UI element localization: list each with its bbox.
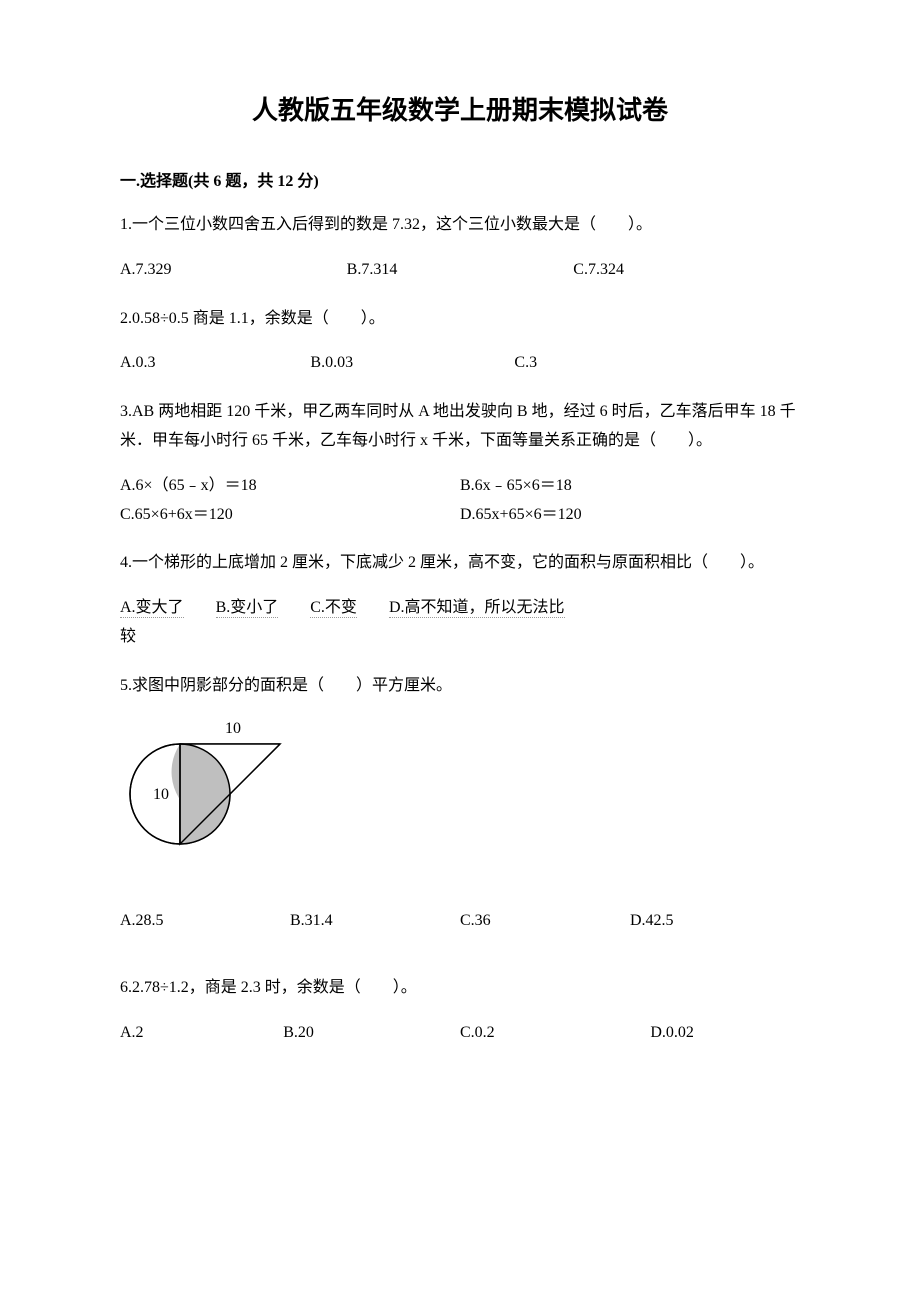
option-c: C.7.324 [573,256,800,285]
question-options: A.2 B.20 C.0.2 D.0.02 [120,1019,800,1048]
option-d: D.0.02 [650,1019,800,1048]
question-2: 2.0.58÷0.5 商是 1.1，余数是（ ）。 A.0.3 B.0.03 C… [120,305,800,379]
option-b: B.7.314 [347,256,574,285]
option-a: A.变大了 [120,599,184,618]
option-d-line2: 较 [120,628,136,645]
option-b: B.31.4 [290,907,460,936]
question-5: 5.求图中阴影部分的面积是（ ）平方厘米。 10 10 [120,672,800,936]
section-heading: 一.选择题(共 6 题，共 12 分) [120,167,800,191]
option-c: C.65×6+6x＝120 [120,501,460,530]
option-b: B.0.03 [310,349,514,378]
option-a: A.28.5 [120,907,290,936]
question-options: A.28.5 B.31.4 C.36 D.42.5 [120,907,800,936]
question-text: 2.0.58÷0.5 商是 1.1，余数是（ ）。 [120,305,800,334]
question-options: A.6×（65﹣x）＝18 B.6x﹣65×6＝18 C.65×6+6x＝120… [120,472,800,530]
option-b: B.20 [283,1019,460,1048]
option-d: D.65x+65×6＝120 [460,501,800,530]
question-options: A.变大了 B.变小了 C.不变 D.高不知道，所以无法比 较 [120,594,800,652]
option-c: C.0.2 [460,1019,650,1048]
question-4: 4.一个梯形的上底增加 2 厘米，下底减少 2 厘米，高不变，它的面积与原面积相… [120,549,800,651]
option-c: C.不变 [310,599,357,618]
option-a: A.6×（65﹣x）＝18 [120,472,460,501]
question-options: A.0.3 B.0.03 C.3 [120,349,800,378]
option-b: B.变小了 [216,599,279,618]
question-6: 6.2.78÷1.2，商是 2.3 时，余数是（ ）。 A.2 B.20 C.0… [120,974,800,1048]
question-text: 6.2.78÷1.2，商是 2.3 时，余数是（ ）。 [120,974,800,1003]
option-a: A.2 [120,1019,283,1048]
question-text: 4.一个梯形的上底增加 2 厘米，下底减少 2 厘米，高不变，它的面积与原面积相… [120,549,800,578]
option-a: A.0.3 [120,349,310,378]
geometry-figure: 10 10 [120,719,350,869]
figure-top-label: 10 [225,720,241,737]
question-3: 3.AB 两地相距 120 千米，甲乙两车同时从 A 地出发驶向 B 地，经过 … [120,398,800,529]
question-text: 5.求图中阴影部分的面积是（ ）平方厘米。 [120,672,800,701]
question-options: A.7.329 B.7.314 C.7.324 [120,256,800,285]
option-d: D.42.5 [630,907,800,936]
option-c: C.36 [460,907,630,936]
question-text: 3.AB 两地相距 120 千米，甲乙两车同时从 A 地出发驶向 B 地，经过 … [120,398,800,456]
question-text: 1.一个三位小数四舍五入后得到的数是 7.32，这个三位小数最大是（ ）。 [120,211,800,240]
option-a: A.7.329 [120,256,347,285]
figure-left-label: 10 [153,786,169,803]
option-c: C.3 [514,349,718,378]
option-b: B.6x﹣65×6＝18 [460,472,800,501]
question-1: 1.一个三位小数四舍五入后得到的数是 7.32，这个三位小数最大是（ ）。 A.… [120,211,800,285]
option-d: D.高不知道，所以无法比 [389,599,565,618]
question-figure: 10 10 [120,719,800,880]
document-title: 人教版五年级数学上册期末模拟试卷 [120,90,800,127]
